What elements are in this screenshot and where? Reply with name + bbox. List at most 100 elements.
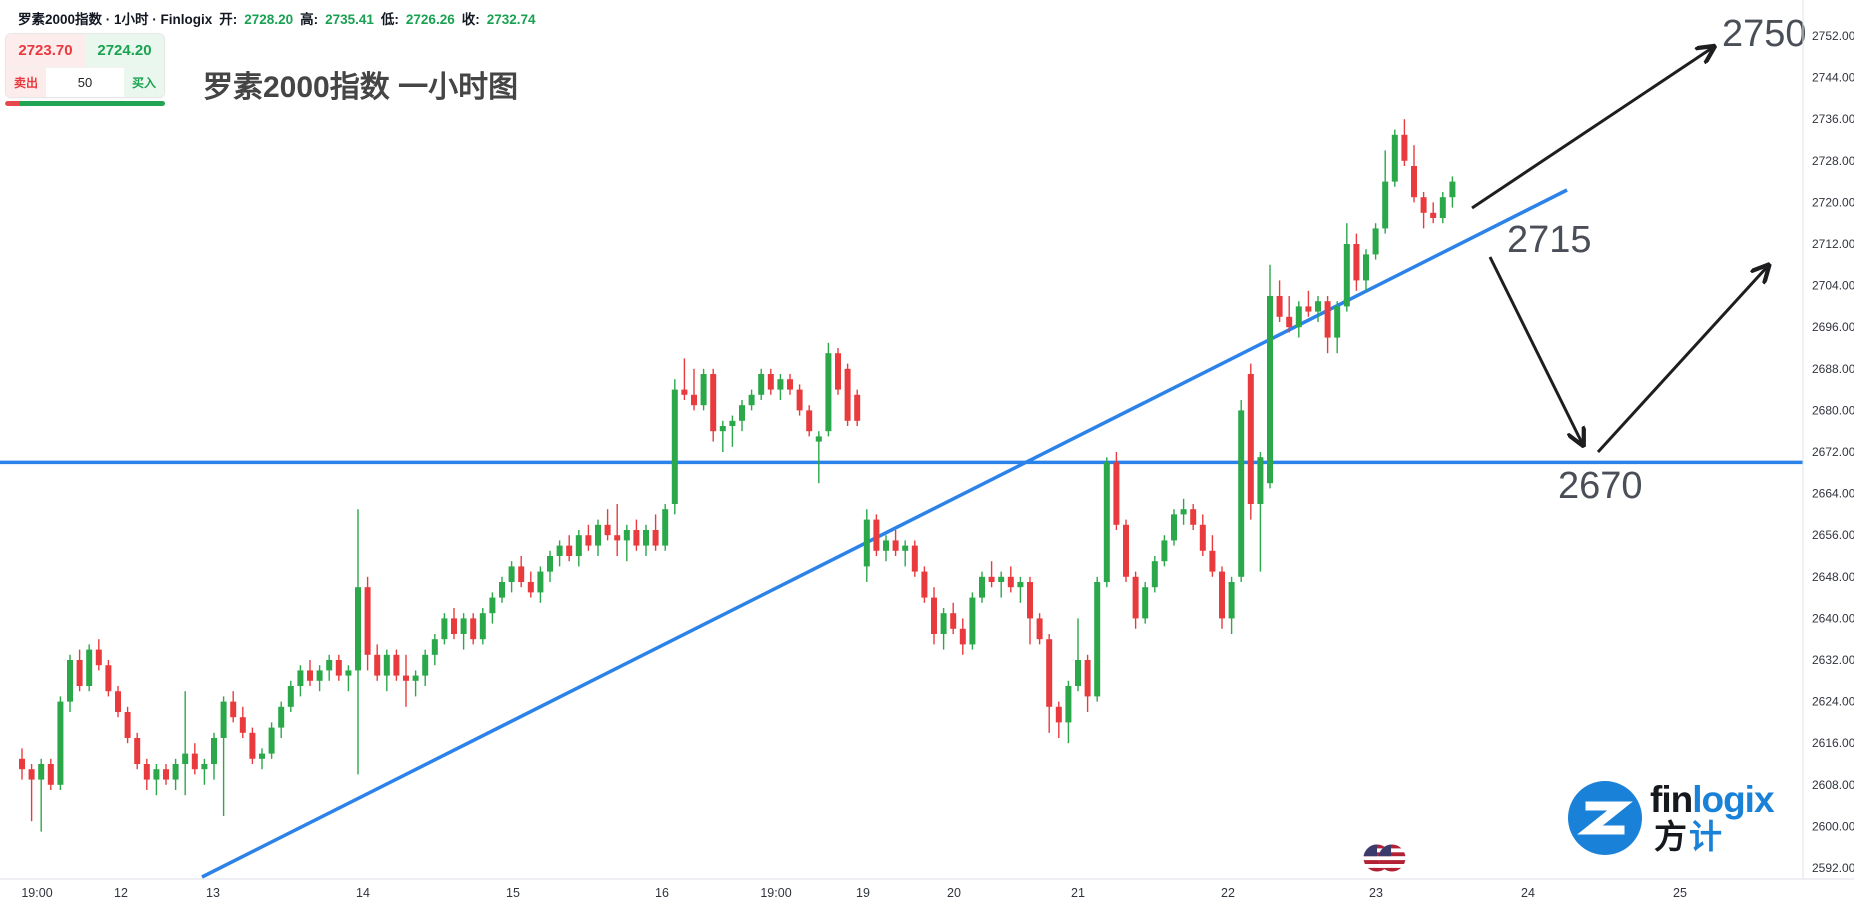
candle-body-up: [902, 545, 909, 551]
time-axis-label[interactable]: 22: [1221, 886, 1235, 900]
time-axis-label[interactable]: 14: [356, 886, 370, 900]
candle-body-down: [767, 374, 774, 390]
candle-body-up: [489, 597, 496, 614]
price-axis-label[interactable]: 2680.00: [1812, 403, 1854, 417]
time-axis-label[interactable]: 21: [1071, 886, 1085, 900]
price-axis-label[interactable]: 2728.00: [1812, 154, 1854, 168]
price-axis-label[interactable]: 2664.00: [1812, 487, 1854, 501]
finlogix-watermark: finlogix 方计: [1568, 781, 1775, 855]
candle-body-up: [1439, 197, 1446, 218]
candle-body-down: [835, 353, 841, 390]
candle-body-down: [1420, 197, 1427, 213]
candle-body-down: [364, 587, 371, 655]
price-axis-label[interactable]: 2696.00: [1812, 320, 1854, 334]
candle-body-down: [1046, 639, 1053, 707]
time-axis-label[interactable]: 19:00: [760, 886, 791, 900]
candle-body-up: [67, 660, 73, 702]
candle-body-down: [959, 628, 966, 645]
time-axis-label[interactable]: 25: [1673, 886, 1687, 900]
candle-body-up: [1094, 582, 1101, 697]
candle-body-up: [700, 374, 707, 406]
price-axis-label[interactable]: 2632.00: [1812, 653, 1854, 667]
price-axis-label[interactable]: 2648.00: [1812, 570, 1854, 584]
price-axis-label[interactable]: 2624.00: [1812, 695, 1854, 709]
candle-body-down: [1132, 576, 1139, 619]
candle-body-up: [623, 530, 630, 541]
candle-body-up: [758, 374, 765, 395]
candle-body-up: [508, 566, 515, 582]
price-axis-label[interactable]: 2656.00: [1812, 528, 1854, 542]
trend-line: [201, 188, 1568, 879]
candle-body-down: [163, 769, 169, 780]
candle-body-down: [1247, 374, 1254, 504]
candle-body-down: [1324, 301, 1331, 338]
candle-body-up: [1180, 509, 1187, 515]
buy-button[interactable]: 买入: [124, 68, 164, 97]
candle-body-down: [691, 394, 697, 406]
time-axis-label[interactable]: 19:00: [21, 886, 52, 900]
price-axis-label[interactable]: 2744.00: [1812, 71, 1854, 85]
price-axis-label[interactable]: 2736.00: [1812, 112, 1854, 126]
price-axis-label[interactable]: 2672.00: [1812, 445, 1854, 459]
candle-body-down: [806, 410, 813, 432]
candle-body-down: [95, 649, 102, 666]
candle-body-down: [230, 701, 237, 718]
price-axis-label[interactable]: 2616.00: [1812, 736, 1854, 750]
candle-body-up: [1171, 514, 1177, 541]
price-axis-label[interactable]: 2640.00: [1812, 611, 1854, 625]
candle-body-up: [1391, 134, 1398, 182]
candle-body-up: [1017, 582, 1024, 588]
candle-body-down: [566, 545, 573, 556]
candle-body-down: [921, 571, 928, 598]
candle-body-down: [892, 540, 899, 551]
annotation-arrow: [1488, 256, 1582, 443]
candle-body-up: [883, 540, 889, 551]
time-axis-label[interactable]: 15: [506, 886, 520, 900]
price-axis-label[interactable]: 2704.00: [1812, 279, 1854, 293]
amount-input[interactable]: [46, 68, 124, 97]
candle-body-down: [633, 530, 640, 546]
candle-body-up: [1142, 587, 1149, 619]
candle-body-up: [355, 587, 361, 671]
brand-cn-black: 方: [1654, 818, 1689, 855]
time-axis-label[interactable]: 12: [114, 886, 128, 900]
price-axis-label[interactable]: 2600.00: [1812, 819, 1854, 833]
candle-body-down: [652, 530, 659, 546]
candle-body-down: [19, 758, 25, 770]
sell-price-button[interactable]: 2723.70: [6, 34, 85, 67]
candle-body-down: [1286, 316, 1293, 328]
candle-body-down: [47, 764, 54, 785]
candle-body-up: [86, 649, 93, 686]
symbol-title[interactable]: 罗素2000指数 · 1小时 · Finlogix: [18, 12, 213, 27]
candle-body-down: [1401, 134, 1408, 161]
candle-body-up: [998, 576, 1005, 582]
price-axis-label[interactable]: 2608.00: [1812, 778, 1854, 792]
candle-body-down: [1123, 524, 1129, 577]
candle-body-up: [1257, 457, 1264, 504]
candle-body-up: [431, 639, 438, 655]
price-axis-label[interactable]: 2720.00: [1812, 195, 1854, 209]
price-axis-label[interactable]: 2592.00: [1812, 861, 1854, 875]
price-axis-label[interactable]: 2712.00: [1812, 237, 1854, 251]
buy-price-button[interactable]: 2724.20: [85, 34, 164, 67]
time-axis-label[interactable]: 23: [1369, 886, 1383, 900]
time-axis-label[interactable]: 20: [947, 886, 961, 900]
candle-body-down: [796, 389, 803, 411]
price-axis-label[interactable]: 2688.00: [1812, 362, 1854, 376]
time-axis-label[interactable]: 24: [1521, 886, 1535, 900]
candle-body-up: [326, 660, 333, 671]
candle-body-up: [748, 394, 755, 406]
sell-button[interactable]: 卖出: [6, 68, 46, 97]
time-axis-label[interactable]: 16: [655, 886, 669, 900]
candle-body-down: [681, 389, 688, 395]
candle-body-up: [479, 613, 486, 640]
time-axis-label[interactable]: 13: [206, 886, 220, 900]
candle-body-down: [1113, 462, 1120, 525]
candle-body-up: [547, 556, 553, 572]
price-axis-label[interactable]: 2752.00: [1812, 29, 1854, 43]
candle-body-down: [787, 379, 793, 390]
time-axis-label[interactable]: 19: [856, 886, 870, 900]
candle-body-up: [1103, 462, 1110, 582]
